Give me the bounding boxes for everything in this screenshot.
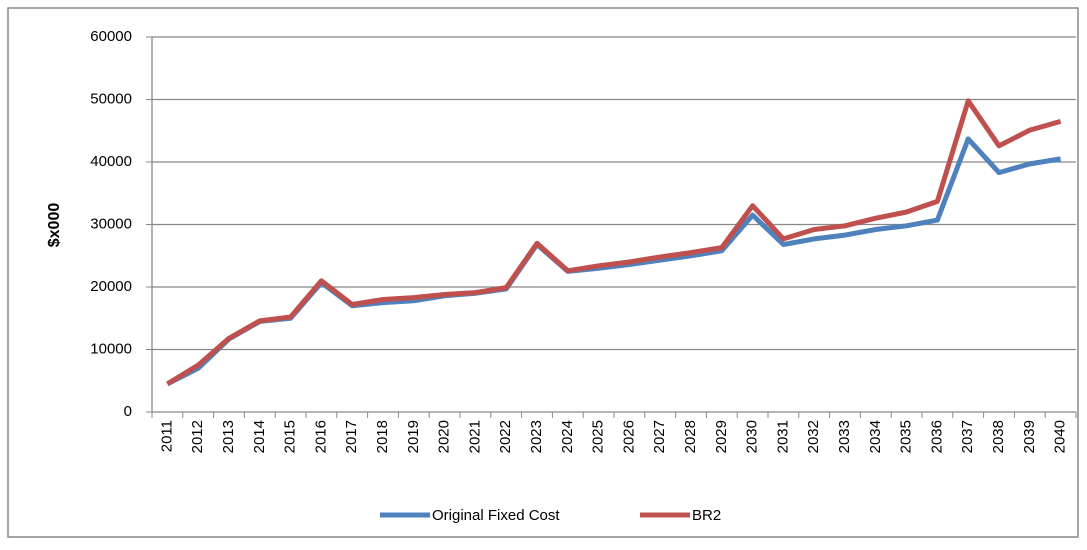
- x-tick-label: 2016: [312, 420, 329, 453]
- y-tick-label: 20000: [90, 278, 132, 295]
- x-tick-label: 2039: [1021, 420, 1038, 453]
- x-tick-label: 2024: [559, 420, 576, 453]
- x-tick-label: 2013: [220, 420, 237, 453]
- x-tick-label: 2036: [928, 420, 945, 453]
- x-tick-label: 2027: [651, 420, 668, 453]
- x-tick-label: 2015: [282, 420, 299, 453]
- x-tick-label: 2031: [774, 420, 791, 453]
- x-tick-label: 2020: [436, 420, 453, 453]
- x-tick-label: 2014: [251, 420, 268, 453]
- series-line: [166, 98, 1062, 387]
- x-tick-label: 2038: [990, 420, 1007, 453]
- y-axis-label: $x000: [46, 203, 63, 248]
- y-tick-label: 50000: [90, 90, 132, 107]
- x-tick-label: 2025: [590, 420, 607, 453]
- x-tick-label: 2037: [959, 420, 976, 453]
- x-tick-label: 2018: [374, 420, 391, 453]
- y-tick-label: 0: [124, 403, 132, 420]
- x-tick-label: 2032: [805, 420, 822, 453]
- x-tick-label: 2011: [158, 420, 175, 452]
- y-tick-label: 10000: [90, 340, 132, 357]
- x-tick-label: 2023: [528, 420, 545, 453]
- x-tick-label: 2029: [713, 420, 730, 453]
- x-tick-label: 2019: [405, 420, 422, 453]
- x-tick-label: 2028: [682, 420, 699, 453]
- x-tick-label: 2030: [744, 420, 761, 453]
- x-tick-label: 2033: [836, 420, 853, 453]
- x-tick-label: 2034: [867, 420, 884, 453]
- x-tick-label: 2021: [466, 420, 483, 453]
- y-tick-label: 40000: [90, 153, 132, 170]
- legend-label: BR2: [692, 507, 721, 524]
- x-tick-label: 2022: [497, 420, 514, 453]
- x-tick-label: 2035: [898, 420, 915, 453]
- x-tick-label: 2012: [189, 420, 206, 453]
- x-tick-label: 2026: [620, 420, 637, 453]
- y-tick-label: 60000: [90, 28, 132, 45]
- x-tick-label: 2017: [343, 420, 360, 453]
- chart-border: [7, 7, 1079, 538]
- y-tick-label: 30000: [90, 215, 132, 232]
- legend-label: Original Fixed Cost: [432, 507, 560, 524]
- x-tick-label: 2040: [1052, 420, 1069, 453]
